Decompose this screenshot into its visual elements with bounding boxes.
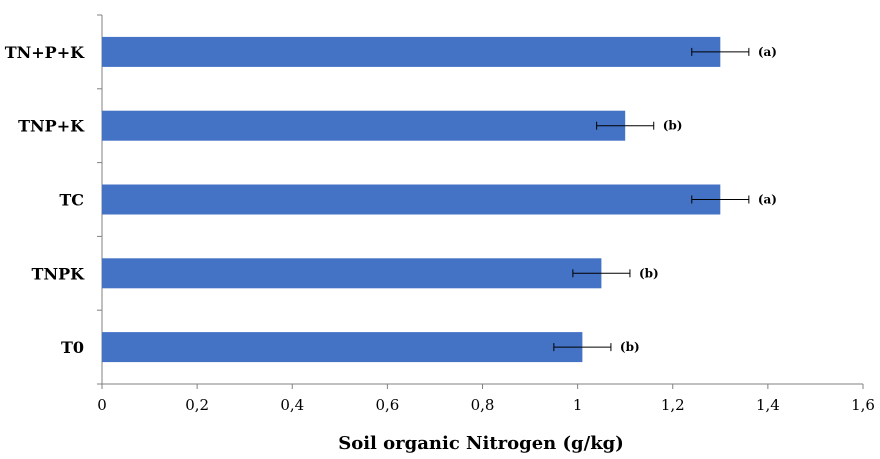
- significance-label: (b): [620, 340, 640, 354]
- x-tick-label: 1: [573, 396, 583, 414]
- bar: [102, 110, 626, 141]
- x-axis-title: Soil organic Nitrogen (g/kg): [338, 433, 624, 454]
- significance-label: (a): [758, 45, 777, 59]
- bar: [102, 36, 721, 67]
- x-tick-label: 0: [97, 396, 107, 414]
- x-tick-label: 1,6: [851, 396, 875, 414]
- x-tick-labels: 0 0,2 0,4 0,6 0,8 1 1,2 1,4 1,6: [97, 396, 875, 414]
- category-label: TNP+K: [18, 117, 85, 136]
- x-tick-label: 0,2: [185, 396, 209, 414]
- category-label: T0: [61, 338, 84, 357]
- category-label: TC: [59, 191, 84, 210]
- significance-label: (b): [639, 266, 659, 280]
- bars: [102, 36, 721, 363]
- significance-label: (a): [758, 193, 777, 207]
- x-tick-label: 0,6: [375, 396, 399, 414]
- category-labels: T0 TNPK TC TNP+K TN+P+K: [5, 43, 85, 357]
- significance-label: (b): [663, 119, 683, 133]
- x-tick-label: 0,8: [471, 396, 495, 414]
- error-bars: [553, 47, 750, 352]
- bar: [102, 184, 721, 215]
- significance-labels: (b) (b) (a) (b) (a): [620, 45, 777, 354]
- x-tick-label: 1,2: [661, 396, 685, 414]
- category-label: TN+P+K: [5, 43, 85, 62]
- x-tick-label: 0,4: [280, 396, 304, 414]
- category-label: TNPK: [32, 264, 86, 283]
- x-tick-label: 1,4: [756, 396, 780, 414]
- bar: [102, 258, 602, 289]
- bar: [102, 332, 583, 363]
